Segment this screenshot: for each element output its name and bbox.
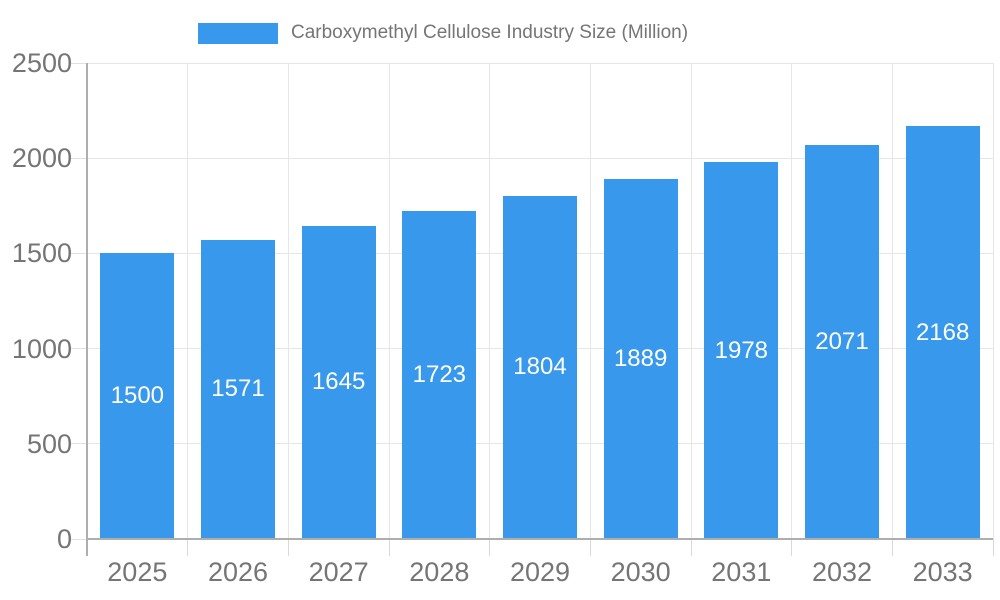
v-gridline (589, 63, 591, 539)
bar-2031[interactable] (704, 162, 779, 539)
bar-2025[interactable] (100, 253, 175, 539)
x-tick-label: 2032 (811, 557, 873, 587)
y-axis-tick (71, 443, 87, 445)
x-axis-tick (891, 539, 893, 556)
h-gridline (87, 62, 993, 64)
bar-value-label: 1645 (311, 368, 366, 396)
x-tick-label: 2025 (107, 557, 168, 587)
y-axis-tick (71, 252, 87, 254)
y-tick-label: 0 (56, 524, 72, 554)
x-axis-tick (992, 539, 994, 556)
x-axis-tick (791, 539, 793, 556)
y-axis-tick (71, 62, 87, 64)
x-axis-line (87, 538, 993, 540)
bar-2029[interactable] (503, 195, 577, 539)
x-axis-tick (690, 539, 692, 556)
bar-value-label: 1571 (211, 375, 265, 403)
x-axis-tick (187, 539, 189, 556)
y-axis-tick (71, 348, 87, 350)
bar-2032[interactable] (805, 144, 879, 539)
y-axis-tick (71, 157, 87, 159)
bar-2027[interactable] (301, 225, 376, 539)
x-tick-label: 2028 (409, 557, 470, 587)
v-gridline (489, 63, 491, 539)
v-gridline (187, 63, 189, 539)
bar-2028[interactable] (402, 210, 477, 539)
v-gridline (891, 63, 893, 539)
bar-value-label: 2168 (915, 318, 970, 346)
x-axis-tick (489, 539, 491, 556)
y-tick-label: 1000 (11, 333, 72, 364)
bar-value-label: 2071 (815, 327, 869, 355)
legend-swatch (198, 22, 278, 44)
bar-value-label: 1804 (513, 353, 567, 381)
x-tick-label: 2030 (610, 557, 671, 587)
y-axis-tick (71, 538, 87, 540)
x-axis-tick (589, 539, 591, 556)
x-tick-label: 2033 (912, 557, 973, 587)
bar-2026[interactable] (201, 239, 275, 539)
legend-label: Carboxymethyl Cellulose Industry Size (M… (291, 22, 689, 43)
bar-value-label: 1723 (412, 360, 467, 388)
v-gridline (791, 63, 793, 539)
v-gridline (690, 63, 692, 539)
x-axis-tick (287, 539, 289, 556)
x-tick-label: 2031 (711, 557, 772, 587)
y-tick-label: 2000 (11, 143, 72, 174)
bar-2030[interactable] (603, 179, 678, 539)
bar-value-label: 1889 (613, 345, 668, 373)
y-tick-label: 1500 (11, 238, 72, 269)
bar-value-label: 1978 (714, 336, 769, 364)
bar-value-label: 1500 (110, 382, 165, 410)
x-axis-tick (388, 539, 390, 556)
v-gridline (287, 63, 289, 539)
y-axis-line (86, 63, 88, 556)
y-tick-label: 500 (26, 428, 72, 459)
v-gridline (388, 63, 390, 539)
x-tick-label: 2029 (509, 557, 571, 587)
x-tick-label: 2026 (207, 557, 269, 587)
bar-2033[interactable] (905, 126, 980, 539)
h-gridline (87, 157, 993, 159)
y-tick-label: 2500 (11, 48, 72, 78)
v-gridline (992, 63, 994, 539)
legend: Carboxymethyl Cellulose Industry Size (M… (198, 22, 688, 44)
x-tick-label: 2027 (308, 557, 369, 587)
